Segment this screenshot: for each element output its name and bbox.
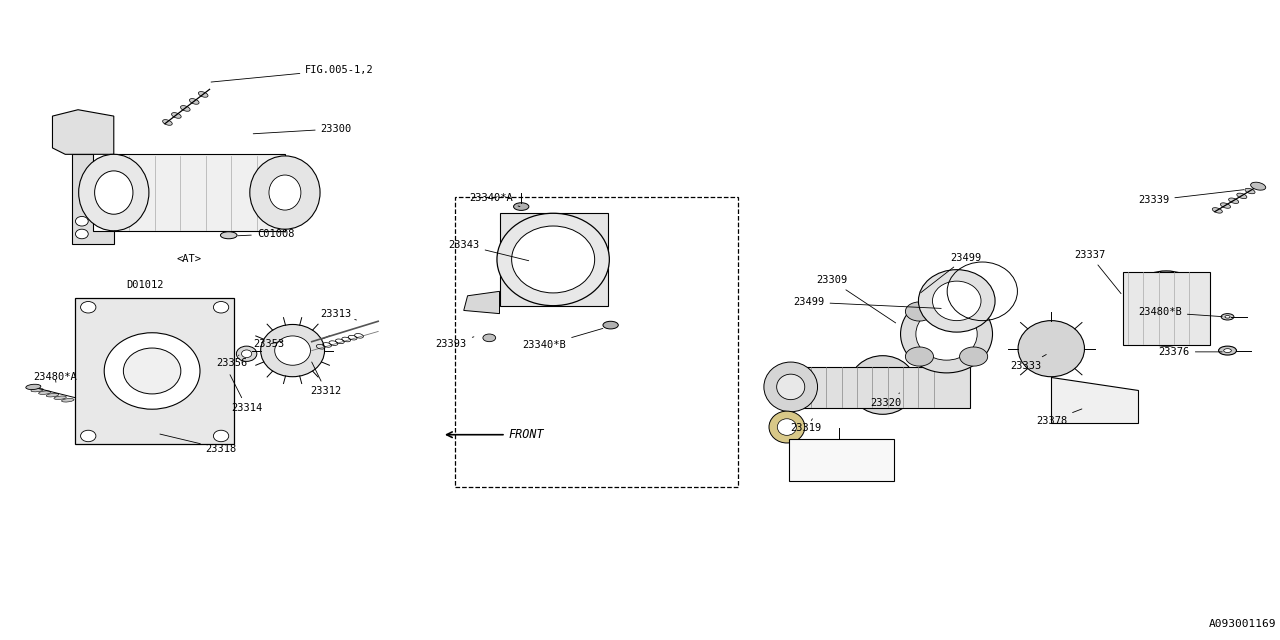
Ellipse shape xyxy=(769,411,805,443)
Ellipse shape xyxy=(905,302,933,321)
Ellipse shape xyxy=(261,324,325,377)
Ellipse shape xyxy=(214,430,229,442)
Text: 23393: 23393 xyxy=(435,337,474,349)
Ellipse shape xyxy=(901,295,992,373)
Text: 23340*B: 23340*B xyxy=(522,328,603,351)
Text: 23353: 23353 xyxy=(253,339,284,349)
Ellipse shape xyxy=(1236,193,1247,198)
Text: 23337: 23337 xyxy=(1074,250,1121,294)
PathPatch shape xyxy=(72,154,114,244)
Ellipse shape xyxy=(1221,314,1234,320)
Ellipse shape xyxy=(919,269,995,332)
Ellipse shape xyxy=(76,216,88,226)
Ellipse shape xyxy=(269,175,301,210)
Ellipse shape xyxy=(1212,207,1222,213)
Ellipse shape xyxy=(1125,271,1208,346)
Ellipse shape xyxy=(220,232,237,239)
Ellipse shape xyxy=(54,396,67,399)
Text: 23340*A: 23340*A xyxy=(468,193,520,207)
Ellipse shape xyxy=(1251,182,1266,190)
Ellipse shape xyxy=(78,154,148,231)
Text: 23378: 23378 xyxy=(1036,409,1082,426)
Ellipse shape xyxy=(1140,285,1192,332)
Text: 23376: 23376 xyxy=(1158,347,1222,357)
Bar xyxy=(1123,271,1210,346)
PathPatch shape xyxy=(76,298,234,444)
Ellipse shape xyxy=(916,308,977,360)
Ellipse shape xyxy=(189,99,200,104)
Ellipse shape xyxy=(95,171,133,214)
Ellipse shape xyxy=(46,394,59,397)
Text: 23480*A: 23480*A xyxy=(33,372,77,382)
Ellipse shape xyxy=(960,347,988,366)
PathPatch shape xyxy=(1051,378,1138,423)
Ellipse shape xyxy=(237,346,257,362)
Ellipse shape xyxy=(38,391,51,394)
PathPatch shape xyxy=(463,291,499,314)
Ellipse shape xyxy=(603,321,618,329)
Ellipse shape xyxy=(172,113,182,118)
Ellipse shape xyxy=(81,430,96,442)
Ellipse shape xyxy=(198,92,209,97)
Text: FRONT: FRONT xyxy=(508,428,544,441)
Text: 23309: 23309 xyxy=(817,275,896,323)
Ellipse shape xyxy=(81,301,96,313)
Ellipse shape xyxy=(850,356,916,414)
Ellipse shape xyxy=(905,347,933,366)
Text: 23339: 23339 xyxy=(1138,189,1244,205)
Text: 23480*B: 23480*B xyxy=(1138,307,1222,317)
Ellipse shape xyxy=(777,419,796,435)
Ellipse shape xyxy=(933,281,980,321)
Text: 23300: 23300 xyxy=(253,124,352,134)
Ellipse shape xyxy=(31,388,44,392)
Bar xyxy=(454,197,739,487)
Ellipse shape xyxy=(123,348,180,394)
Ellipse shape xyxy=(242,350,252,358)
Ellipse shape xyxy=(483,334,495,342)
Text: 23313: 23313 xyxy=(321,308,356,320)
Text: 23343: 23343 xyxy=(448,240,529,260)
PathPatch shape xyxy=(52,109,114,154)
Text: 23314: 23314 xyxy=(230,375,262,413)
Ellipse shape xyxy=(777,374,805,399)
Ellipse shape xyxy=(497,213,609,306)
Ellipse shape xyxy=(1220,203,1230,208)
Ellipse shape xyxy=(180,106,191,111)
Ellipse shape xyxy=(1245,188,1256,194)
Ellipse shape xyxy=(1229,198,1239,204)
Text: 23312: 23312 xyxy=(311,362,342,396)
Ellipse shape xyxy=(163,120,173,125)
Text: 23499: 23499 xyxy=(920,253,982,293)
Ellipse shape xyxy=(1225,316,1230,318)
Ellipse shape xyxy=(960,302,988,321)
Ellipse shape xyxy=(512,226,595,293)
Ellipse shape xyxy=(214,301,229,313)
Text: FIG.005-1,2: FIG.005-1,2 xyxy=(211,65,374,82)
Text: 23320: 23320 xyxy=(870,393,901,408)
Text: 23319: 23319 xyxy=(791,419,822,433)
Ellipse shape xyxy=(76,229,88,239)
Ellipse shape xyxy=(61,399,74,402)
Ellipse shape xyxy=(26,384,41,390)
Ellipse shape xyxy=(250,156,320,229)
Text: A093001169: A093001169 xyxy=(1208,619,1276,629)
Ellipse shape xyxy=(1018,321,1084,377)
Text: 23356: 23356 xyxy=(216,355,247,369)
Ellipse shape xyxy=(1224,349,1231,353)
Ellipse shape xyxy=(1219,346,1236,355)
Ellipse shape xyxy=(513,203,529,211)
Text: <AT>: <AT> xyxy=(177,255,201,264)
Text: C01008: C01008 xyxy=(238,229,294,239)
Text: 23333: 23333 xyxy=(1010,355,1046,371)
Ellipse shape xyxy=(275,336,311,365)
PathPatch shape xyxy=(499,213,608,306)
Text: D01012: D01012 xyxy=(127,280,164,290)
Bar xyxy=(790,439,895,481)
PathPatch shape xyxy=(114,154,285,231)
Ellipse shape xyxy=(764,362,818,412)
Ellipse shape xyxy=(104,333,200,409)
Text: 23499: 23499 xyxy=(794,297,941,308)
Text: 23318: 23318 xyxy=(160,434,237,454)
Bar xyxy=(791,367,969,408)
